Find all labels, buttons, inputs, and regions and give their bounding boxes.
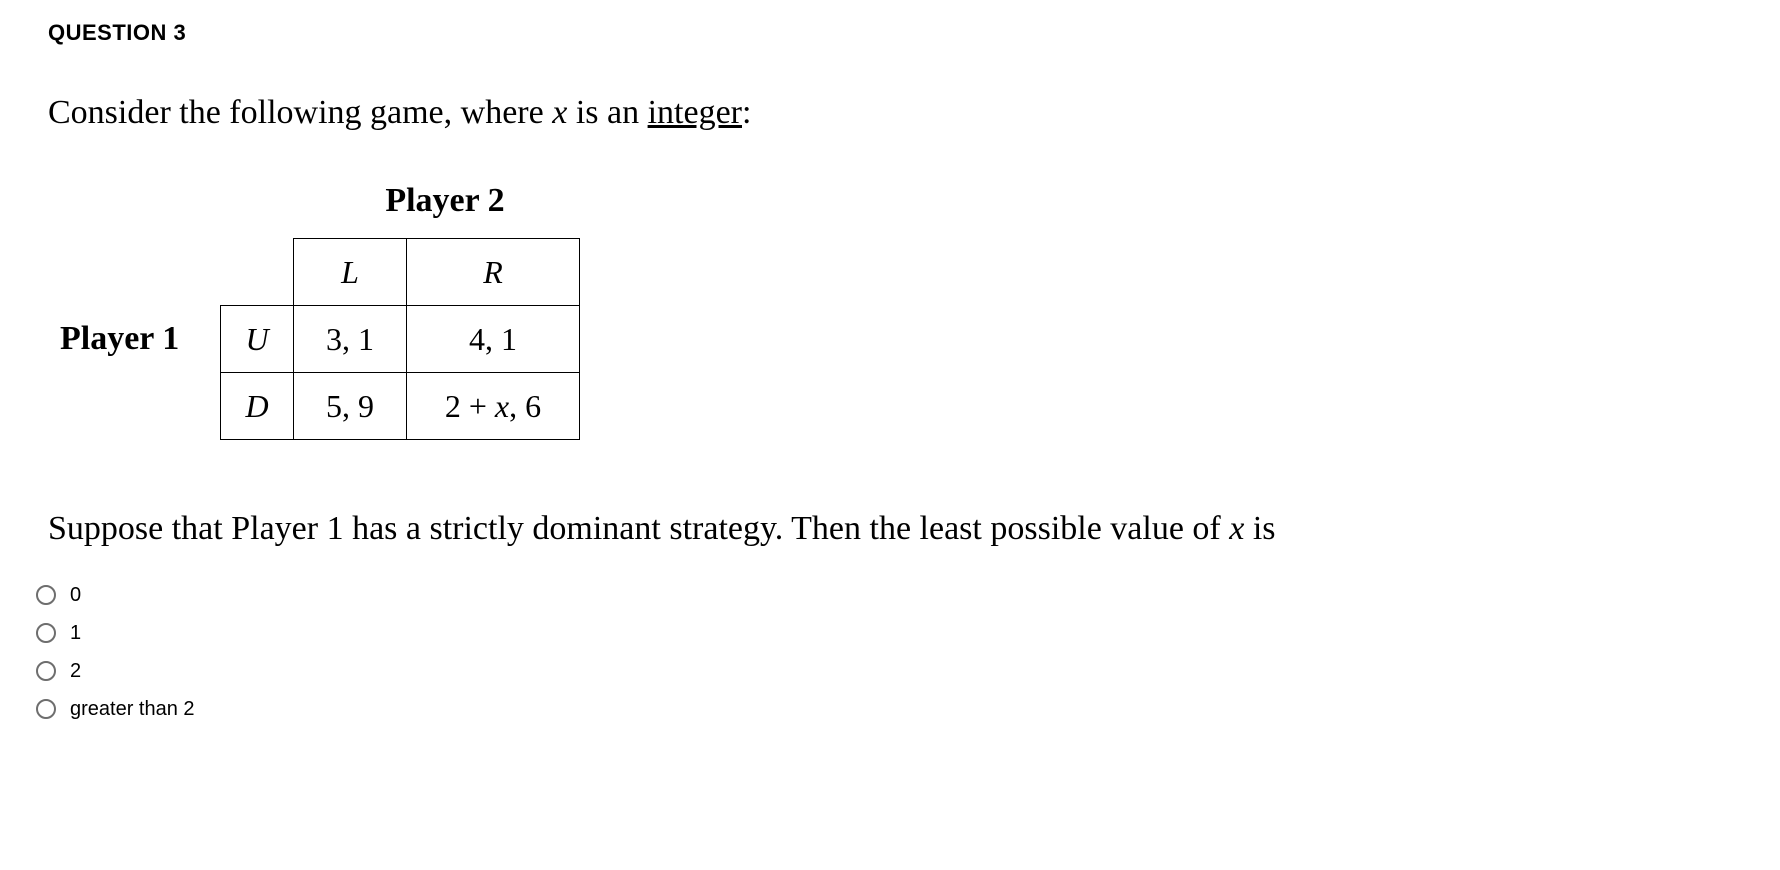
prompt-post: : (742, 94, 751, 131)
radio-icon (36, 623, 56, 643)
question-label: QUESTION 3 (48, 20, 1750, 46)
prompt-mid: is an (567, 94, 647, 131)
player1-label: Player 1 (60, 320, 220, 358)
col-header-R: R (407, 239, 580, 306)
cell-U-L: 3, 1 (294, 306, 407, 373)
player2-label: Player 2 (300, 182, 590, 220)
option-label: 0 (70, 584, 81, 607)
radio-icon (36, 585, 56, 605)
option-label: greater than 2 (70, 698, 195, 721)
question-text: Suppose that Player 1 has a strictly dom… (48, 510, 1750, 548)
option-2[interactable]: 2 (36, 652, 1750, 690)
question-post: is (1244, 510, 1275, 547)
prompt-text: Consider the following game, where x is … (48, 94, 1750, 132)
prompt-pre: Consider the following game, where (48, 94, 552, 131)
table-corner (221, 239, 294, 306)
option-greater-than-2[interactable]: greater than 2 (36, 690, 1750, 728)
option-label: 1 (70, 622, 81, 645)
row-header-U: U (221, 306, 294, 373)
cell-D-R-text: 2 + x, 6 (445, 388, 541, 424)
prompt-var-x: x (552, 94, 567, 131)
col-header-L: L (294, 239, 407, 306)
radio-icon (36, 661, 56, 681)
payoff-table: L R U 3, 1 4, 1 D 5, 9 2 + x, 6 (220, 238, 580, 440)
radio-icon (36, 699, 56, 719)
option-0[interactable]: 0 (36, 576, 1750, 614)
question-pre: Suppose that Player 1 has a strictly dom… (48, 510, 1229, 547)
cell-U-R: 4, 1 (407, 306, 580, 373)
option-1[interactable]: 1 (36, 614, 1750, 652)
row-header-D: D (221, 373, 294, 440)
question-var-x: x (1229, 510, 1244, 547)
option-label: 2 (70, 660, 81, 683)
cell-D-R: 2 + x, 6 (407, 373, 580, 440)
prompt-underlined: integer (648, 94, 742, 131)
options-group: 0 1 2 greater than 2 (36, 576, 1750, 728)
payoff-matrix-area: Player 2 Player 1 L R U 3, 1 4, 1 D 5, 9… (60, 182, 1750, 440)
cell-D-L: 5, 9 (294, 373, 407, 440)
